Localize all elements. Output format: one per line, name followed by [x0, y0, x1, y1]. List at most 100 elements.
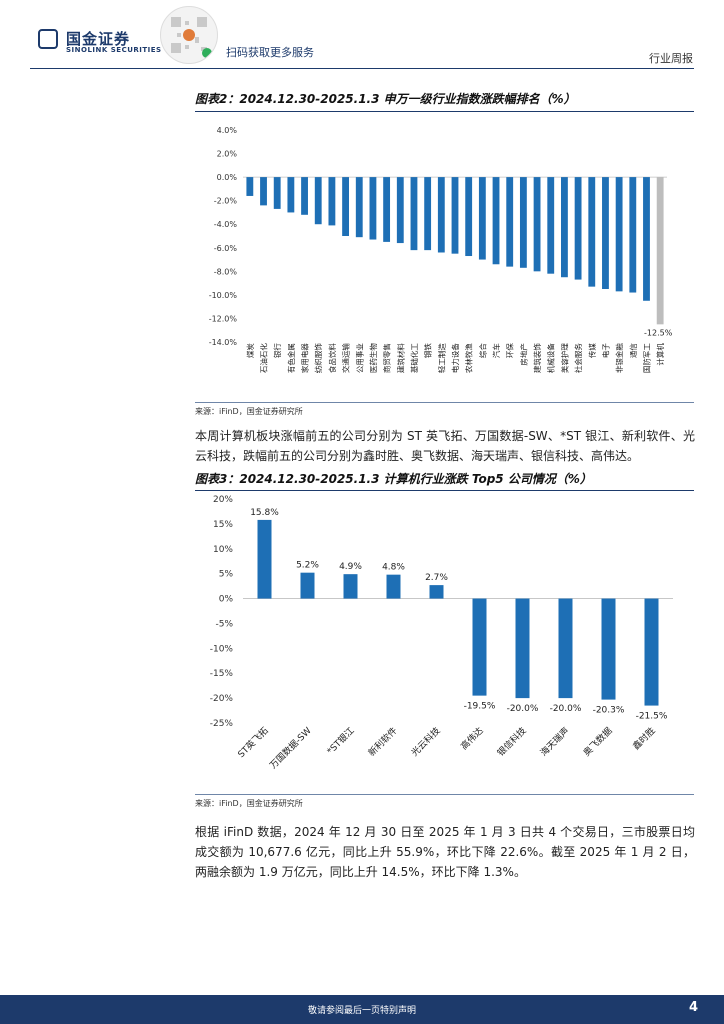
category-label: 光云科技 — [409, 725, 443, 759]
industry-bar — [273, 177, 281, 209]
category-label: 建筑材料 — [395, 343, 405, 373]
company-bar — [601, 598, 616, 700]
category-label: 国防军工 — [641, 343, 651, 373]
industry-bar — [355, 177, 363, 238]
figure2-source: 来源：iFinD，国金证券研究所 — [195, 407, 303, 416]
industry-bar — [547, 177, 555, 274]
category-label: 银信科技 — [495, 725, 529, 759]
company-bar — [300, 572, 315, 599]
industry-bar — [629, 177, 637, 293]
y-tick-label: 0.0% — [217, 173, 238, 182]
industry-bar — [451, 177, 459, 254]
category-label: 商贸零售 — [382, 343, 392, 373]
value-label: -20.0% — [550, 704, 582, 714]
industry-bar — [574, 177, 582, 280]
category-label: 万国数据-SW — [267, 725, 314, 772]
y-tick-label: -5% — [215, 619, 233, 629]
footer-disclaimer: 敬请参阅最后一页特别声明 — [307, 1006, 416, 1016]
header-divider — [30, 68, 694, 69]
category-label: 非银金融 — [614, 343, 624, 373]
y-tick-label: -4.0% — [214, 220, 238, 229]
category-label: 新利软件 — [366, 725, 400, 759]
category-label: 电力设备 — [450, 343, 460, 373]
figure2-top-rule — [195, 111, 694, 112]
y-tick-label: -25% — [210, 719, 234, 729]
paragraph-market-data: 根据 iFinD 数据，2024 年 12 月 30 日至 2025 年 1 月… — [195, 825, 695, 879]
industry-bar — [533, 177, 541, 272]
company-bar — [386, 574, 401, 599]
footer-bar — [0, 995, 724, 1024]
figure3-title: 图表3：2024.12.30-2025.1.3 计算机行业涨跌 Top5 公司情… — [195, 472, 592, 486]
y-tick-label: -14.0% — [209, 338, 238, 347]
y-tick-label: 0% — [219, 595, 234, 605]
figure2-bottom-rule — [195, 402, 694, 403]
value-label: -19.5% — [464, 702, 496, 712]
value-label: -21.5% — [636, 712, 668, 722]
y-tick-label: 15% — [213, 520, 233, 530]
y-tick-label: -2.0% — [214, 197, 238, 206]
company-bar — [558, 598, 573, 699]
category-label: 家用电器 — [300, 343, 310, 373]
industry-bar — [410, 177, 418, 251]
category-label: 钢铁 — [423, 343, 433, 358]
industry-bar — [246, 177, 254, 196]
value-label: -20.0% — [507, 704, 539, 714]
category-label: 公用事业 — [354, 343, 364, 373]
company-bar — [343, 574, 358, 599]
y-tick-label: -12.0% — [209, 314, 238, 323]
report-type: 行业周报 — [649, 52, 693, 65]
industry-bar — [383, 177, 391, 242]
company-name: 国金证券 — [66, 30, 131, 48]
category-label: 银行 — [272, 343, 282, 358]
value-label: -20.3% — [593, 706, 625, 716]
qr-code-icon — [160, 6, 218, 64]
category-label: ST英飞拓 — [235, 725, 271, 761]
category-label: 建筑装饰 — [532, 343, 542, 373]
category-label: 社会服务 — [573, 343, 583, 373]
category-label: 鑫时胜 — [630, 725, 658, 753]
y-tick-label: -15% — [210, 669, 234, 679]
category-label: 机械设备 — [546, 343, 556, 373]
industry-bar — [369, 177, 377, 240]
industry-bar — [260, 177, 267, 206]
industry-bar — [602, 177, 609, 289]
industry-bar — [328, 177, 336, 226]
industry-bar — [643, 177, 650, 301]
category-label: 高伟达 — [458, 725, 486, 753]
value-label: 2.7% — [425, 573, 448, 583]
category-label: 环保 — [506, 343, 515, 358]
value-label: 5.2% — [296, 561, 319, 571]
industry-bar — [561, 177, 568, 278]
category-label: 煤炭 — [245, 343, 255, 358]
figure3-source: 来源：iFinD，国金证券研究所 — [195, 799, 303, 808]
value-label: 15.8% — [250, 508, 279, 518]
category-label: 电子 — [600, 343, 610, 358]
industry-bar — [519, 177, 527, 268]
y-tick-label: -10.0% — [209, 291, 238, 300]
company-bar — [429, 585, 444, 599]
qr-caption: 扫码获取更多服务 — [226, 46, 314, 59]
category-label: 房地产 — [518, 343, 528, 366]
y-tick-label: 2.0% — [217, 150, 238, 159]
category-label: 食品饮料 — [327, 343, 337, 373]
figure3-top-rule — [195, 490, 694, 491]
figure2-title: 图表2：2024.12.30-2025.1.3 申万一级行业指数涨跌幅排名（%） — [195, 92, 576, 106]
y-tick-label: 4.0% — [217, 126, 238, 135]
industry-bar — [615, 177, 623, 292]
industry-bar — [287, 177, 295, 213]
industry-bar — [478, 177, 486, 260]
value-label: 4.9% — [339, 562, 362, 572]
industry-bar — [424, 177, 432, 251]
industry-bar — [656, 177, 664, 325]
figure3-bottom-rule — [195, 794, 694, 795]
value-label: 4.8% — [382, 563, 405, 573]
company-bar — [515, 598, 530, 699]
y-tick-label: -8.0% — [214, 267, 238, 276]
page-number: 4 — [688, 1000, 698, 1015]
category-label: 计算机 — [655, 343, 665, 366]
industry-bar — [437, 177, 445, 253]
industry-bar — [301, 177, 308, 215]
y-tick-label: -20% — [210, 694, 234, 704]
paragraph-top5: 本周计算机板块涨幅前五的公司分别为 ST 英飞拓、万国数据-SW、*ST 银江、… — [195, 429, 695, 463]
company-bar — [257, 519, 272, 599]
